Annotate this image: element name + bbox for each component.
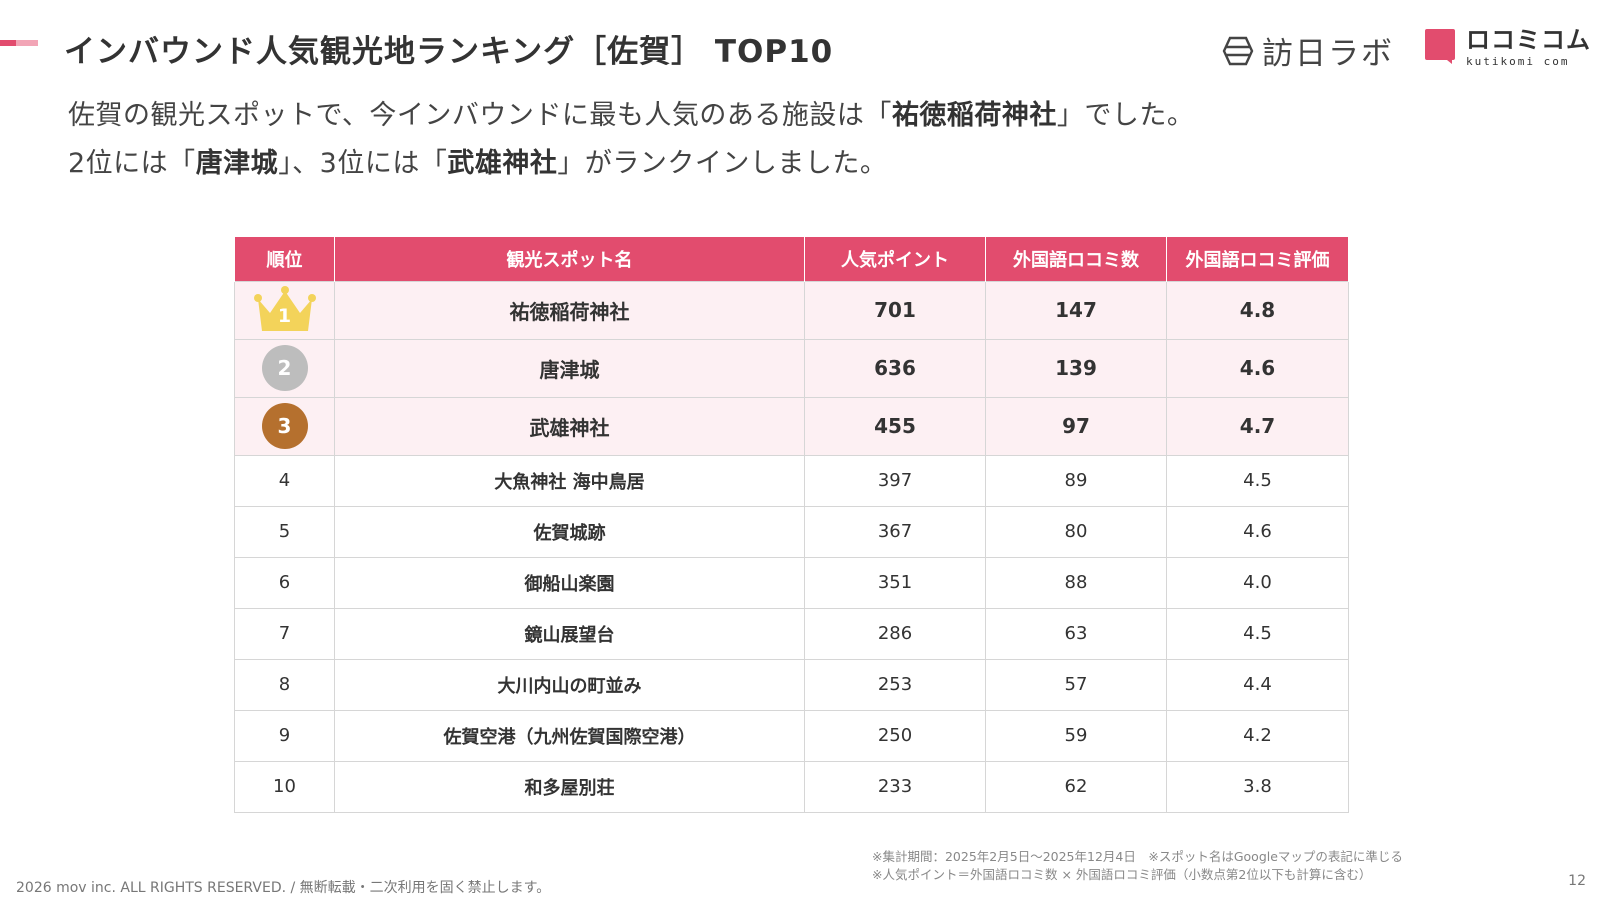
spot-name: 御船山楽園 (334, 556, 805, 609)
review-count: 147 (985, 280, 1167, 340)
review-count: 63 (985, 607, 1167, 660)
footnote-period: ※集計期間：2025年2月5日〜2025年12月4日 ※スポット名はGoogle… (872, 849, 1403, 864)
rank-cell: 6 (234, 556, 335, 609)
summary-highlight-3rd: 武雄神社 (447, 148, 558, 179)
bronze-rank-badge: 3 (261, 403, 308, 449)
header-review-rating: 外国語ロコミ評価 (1166, 237, 1349, 281)
page-number: 12 (1568, 873, 1586, 889)
table-row: 4 大魚神社 海中鳥居 397 89 4.5 (234, 454, 1349, 507)
hexagon-logo-icon (1222, 36, 1254, 65)
crown-icon: 1 (252, 285, 318, 335)
summary-text-part: 」でした。 (1056, 100, 1195, 131)
review-rating: 4.8 (1166, 280, 1349, 340)
header-rank: 順位 (234, 237, 335, 281)
spot-name: 唐津城 (334, 338, 805, 398)
spot-name: 鏡山展望台 (334, 607, 805, 660)
review-count: 62 (985, 760, 1167, 813)
header-review-count: 外国語ロコミ数 (985, 237, 1167, 281)
rank-cell: 1 (234, 280, 335, 340)
summary-highlight-2nd: 唐津城 (195, 148, 279, 179)
table-row: 6 御船山楽園 351 88 4.0 (234, 556, 1349, 609)
points: 286 (804, 607, 986, 660)
points: 367 (804, 505, 986, 558)
houjitsu-logo: 訪日ラボ (1222, 28, 1394, 73)
summary-text-part: 2位には「 (68, 148, 196, 179)
points: 636 (804, 338, 986, 398)
review-rating: 4.2 (1166, 709, 1349, 762)
review-count: 57 (985, 658, 1167, 711)
table-row: 9 佐賀空港（九州佐賀国際空港） 250 59 4.2 (234, 709, 1349, 762)
points: 455 (804, 396, 986, 456)
review-count: 59 (985, 709, 1167, 762)
rank-cell: 4 (234, 454, 335, 507)
table-row: 10 和多屋別荘 233 62 3.8 (234, 760, 1349, 813)
points: 397 (804, 454, 986, 507)
summary-line-2: 2位には「唐津城」、3位には「武雄神社」がランクインしました。 (68, 140, 1194, 188)
rank-cell: 8 (234, 658, 335, 711)
footnote-points-formula: ※人気ポイント＝外国語ロコミ数 × 外国語ロコミ評価（小数点第2位以下も計算に含… (872, 867, 1372, 882)
points: 250 (804, 709, 986, 762)
spot-name: 大魚神社 海中鳥居 (334, 454, 805, 507)
spot-name: 佐賀空港（九州佐賀国際空港） (334, 709, 805, 762)
table-row: 5 佐賀城跡 367 80 4.6 (234, 505, 1349, 558)
accent-bar-light (16, 40, 38, 46)
title-accent-bar (0, 40, 38, 46)
speech-bubble-logo-icon (1424, 28, 1456, 64)
summary-text-part: 」がランクインしました。 (557, 148, 888, 179)
houjitsu-logo-text: 訪日ラボ (1262, 36, 1394, 72)
review-rating: 3.8 (1166, 760, 1349, 813)
points: 253 (804, 658, 986, 711)
review-count: 139 (985, 338, 1167, 398)
points: 351 (804, 556, 986, 609)
review-rating: 4.5 (1166, 454, 1349, 507)
page-title: インバウンド人気観光地ランキング［佐賀］ TOP10 (64, 34, 834, 70)
summary-highlight-1st: 祐徳稲荷神社 (891, 100, 1057, 131)
table-row: 7 鏡山展望台 286 63 4.5 (234, 607, 1349, 660)
kutikomi-logo-text: ロコミコム (1466, 26, 1591, 54)
spot-name: 大川内山の町並み (334, 658, 805, 711)
points: 233 (804, 760, 986, 813)
kutikomi-logo-subtext: kutikomi com (1466, 55, 1570, 68)
review-rating: 4.0 (1166, 556, 1349, 609)
rank-cell: 3 (234, 396, 335, 456)
spot-name: 祐徳稲荷神社 (334, 280, 805, 340)
table-row: 1 祐徳稲荷神社 701 147 4.8 (234, 280, 1349, 340)
review-count: 88 (985, 556, 1167, 609)
table-header-row: 順位 観光スポット名 人気ポイント 外国語ロコミ数 外国語ロコミ評価 (234, 237, 1349, 281)
footnotes: ※集計期間：2025年2月5日〜2025年12月4日 ※スポット名はGoogle… (872, 848, 1403, 884)
table-row: 3 武雄神社 455 97 4.7 (234, 396, 1349, 456)
review-rating: 4.4 (1166, 658, 1349, 711)
rank-number: 1 (277, 305, 292, 327)
review-count: 97 (985, 396, 1167, 456)
rank-cell: 10 (234, 760, 335, 813)
header-points: 人気ポイント (804, 237, 986, 281)
review-count: 89 (985, 454, 1167, 507)
spot-name: 武雄神社 (334, 396, 805, 456)
review-rating: 4.6 (1166, 505, 1349, 558)
rank-cell: 7 (234, 607, 335, 660)
silver-rank-badge: 2 (261, 345, 308, 391)
kutikomi-logo: ロコミコム kutikomi com (1424, 28, 1591, 67)
summary-text-part: 佐賀の観光スポットで、今インバウンドに最も人気のある施設は「 (68, 100, 892, 131)
summary-text: 佐賀の観光スポットで、今インバウンドに最も人気のある施設は「祐徳稲荷神社」でした… (68, 92, 1194, 188)
rank-cell: 9 (234, 709, 335, 762)
rank-cell: 5 (234, 505, 335, 558)
points: 701 (804, 280, 986, 340)
summary-line-1: 佐賀の観光スポットで、今インバウンドに最も人気のある施設は「祐徳稲荷神社」でした… (68, 92, 1194, 140)
accent-bar-dark (0, 40, 16, 46)
table-row: 8 大川内山の町並み 253 57 4.4 (234, 658, 1349, 711)
header-spot-name: 観光スポット名 (334, 237, 805, 281)
spot-name: 和多屋別荘 (334, 760, 805, 813)
review-rating: 4.5 (1166, 607, 1349, 660)
review-rating: 4.7 (1166, 396, 1349, 456)
rank-cell: 2 (234, 338, 335, 398)
copyright-footer: 2026 mov inc. ALL RIGHTS RESERVED. / 無断転… (16, 880, 551, 896)
summary-text-part: 」、3位には「 (278, 148, 448, 179)
review-rating: 4.6 (1166, 338, 1349, 398)
review-count: 80 (985, 505, 1167, 558)
spot-name: 佐賀城跡 (334, 505, 805, 558)
ranking-table: 順位 観光スポット名 人気ポイント 外国語ロコミ数 外国語ロコミ評価 1 祐 (234, 237, 1349, 813)
table-row: 2 唐津城 636 139 4.6 (234, 338, 1349, 398)
